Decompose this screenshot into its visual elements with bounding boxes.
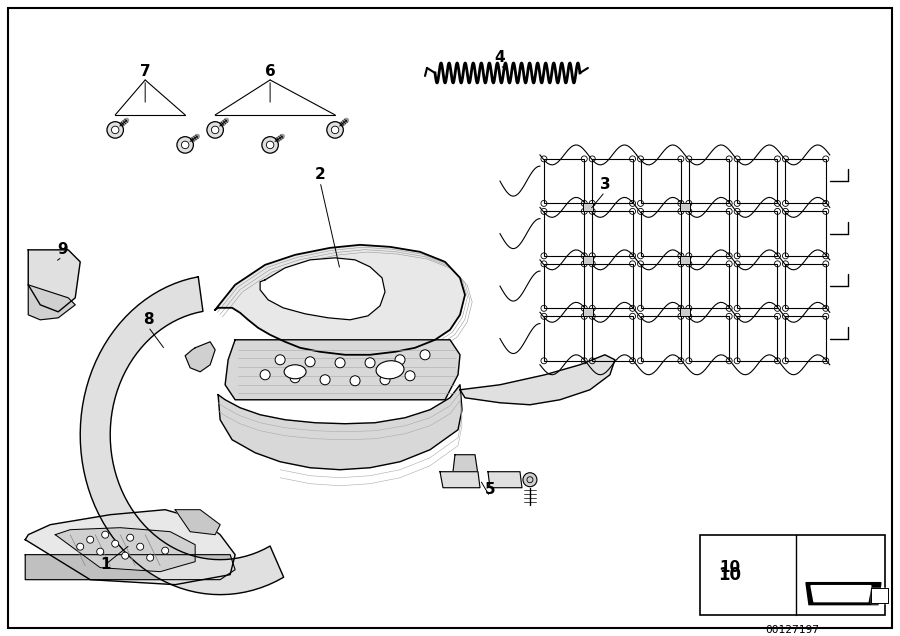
Circle shape: [331, 126, 338, 134]
Text: 3: 3: [599, 177, 610, 192]
Bar: [688, 316, 729, 361]
Circle shape: [162, 547, 168, 554]
Bar: [592, 159, 633, 204]
Bar: [583, 204, 593, 211]
Circle shape: [122, 552, 129, 559]
Bar: [700, 535, 885, 614]
Bar: [786, 264, 826, 308]
Ellipse shape: [284, 365, 306, 379]
Circle shape: [365, 358, 375, 368]
Bar: [688, 264, 729, 308]
Polygon shape: [225, 340, 460, 400]
Polygon shape: [806, 583, 881, 605]
Polygon shape: [55, 528, 195, 572]
Circle shape: [305, 357, 315, 367]
Circle shape: [350, 376, 360, 386]
Circle shape: [107, 121, 123, 138]
Bar: [641, 159, 681, 204]
Circle shape: [380, 375, 390, 385]
Circle shape: [96, 548, 104, 555]
Circle shape: [102, 531, 109, 538]
Text: 4: 4: [495, 50, 505, 66]
Polygon shape: [28, 285, 76, 320]
Polygon shape: [215, 245, 465, 355]
Text: 9: 9: [57, 242, 68, 258]
Circle shape: [262, 137, 278, 153]
Bar: [641, 316, 681, 361]
Circle shape: [86, 536, 94, 543]
Circle shape: [147, 554, 154, 561]
Bar: [583, 308, 593, 316]
Polygon shape: [176, 509, 220, 535]
Circle shape: [523, 473, 537, 487]
Polygon shape: [185, 342, 215, 372]
Circle shape: [207, 121, 223, 138]
Bar: [786, 211, 826, 256]
Circle shape: [275, 355, 285, 365]
Circle shape: [112, 126, 119, 134]
Circle shape: [182, 141, 189, 149]
Circle shape: [260, 370, 270, 380]
Circle shape: [405, 371, 415, 381]
Text: 1: 1: [100, 557, 111, 572]
Bar: [641, 211, 681, 256]
Ellipse shape: [376, 361, 404, 379]
Bar: [688, 211, 729, 256]
Polygon shape: [460, 355, 615, 404]
Bar: [544, 264, 584, 308]
Circle shape: [420, 350, 430, 360]
Circle shape: [76, 543, 84, 550]
Bar: [583, 256, 593, 264]
Bar: [680, 256, 690, 264]
Circle shape: [212, 126, 219, 134]
Circle shape: [177, 137, 194, 153]
Text: 00127197: 00127197: [765, 625, 819, 635]
Bar: [680, 308, 690, 316]
Circle shape: [266, 141, 274, 149]
Circle shape: [320, 375, 330, 385]
Circle shape: [327, 121, 343, 138]
Text: 10: 10: [719, 560, 741, 575]
Text: 7: 7: [140, 64, 150, 80]
Bar: [544, 159, 584, 204]
Circle shape: [772, 570, 778, 576]
Bar: [641, 264, 681, 308]
Polygon shape: [260, 258, 385, 320]
Bar: [592, 211, 633, 256]
Polygon shape: [871, 588, 888, 603]
Text: 10: 10: [718, 565, 741, 584]
Polygon shape: [25, 555, 235, 579]
Bar: [688, 159, 729, 204]
Polygon shape: [218, 385, 462, 470]
Text: 8: 8: [143, 312, 154, 328]
Circle shape: [137, 543, 144, 550]
Text: 2: 2: [315, 167, 326, 183]
Circle shape: [395, 355, 405, 365]
Bar: [786, 316, 826, 361]
Circle shape: [769, 566, 781, 579]
Circle shape: [127, 534, 134, 541]
Bar: [737, 316, 778, 361]
Text: 6: 6: [265, 64, 275, 80]
Bar: [544, 316, 584, 361]
Polygon shape: [25, 509, 235, 584]
Polygon shape: [453, 455, 478, 480]
Bar: [592, 316, 633, 361]
Polygon shape: [28, 250, 80, 312]
Polygon shape: [488, 472, 522, 488]
Bar: [544, 211, 584, 256]
Bar: [592, 264, 633, 308]
Polygon shape: [811, 586, 871, 602]
Circle shape: [290, 373, 300, 383]
Polygon shape: [440, 472, 480, 488]
Circle shape: [335, 358, 345, 368]
Text: 5: 5: [485, 482, 495, 497]
Bar: [680, 204, 690, 211]
Polygon shape: [80, 277, 284, 595]
Circle shape: [112, 540, 119, 547]
Bar: [737, 211, 778, 256]
Bar: [786, 159, 826, 204]
Bar: [737, 264, 778, 308]
Bar: [737, 159, 778, 204]
